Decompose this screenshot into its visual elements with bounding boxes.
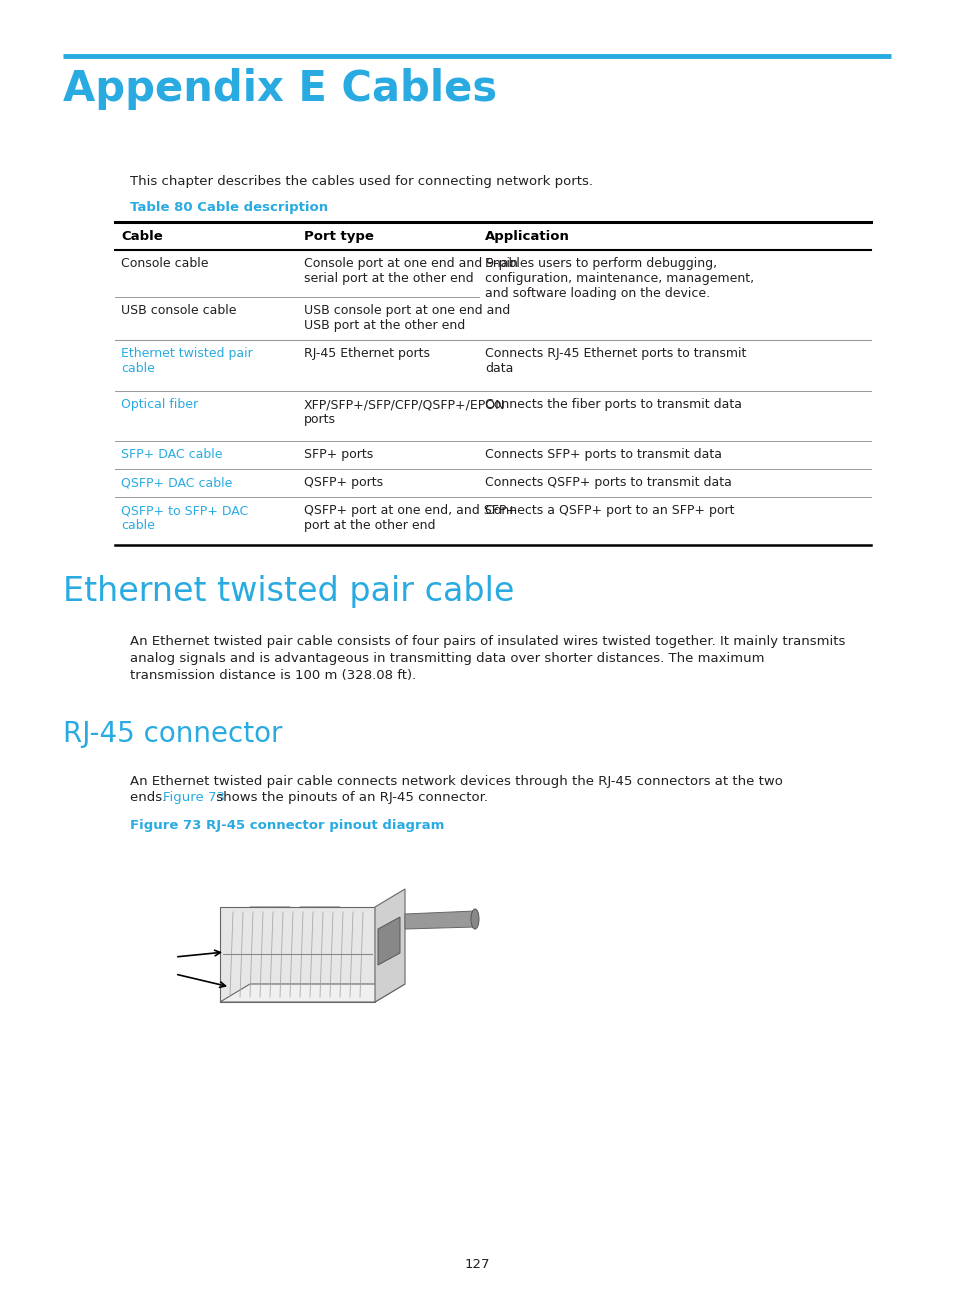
Text: USB console port at one end and
USB port at the other end: USB console port at one end and USB port… (304, 305, 510, 332)
Text: 127: 127 (464, 1258, 489, 1271)
Polygon shape (220, 907, 375, 1002)
Text: XFP/SFP+/SFP/CFP/QSFP+/EPON
ports: XFP/SFP+/SFP/CFP/QSFP+/EPON ports (304, 398, 505, 426)
Polygon shape (375, 889, 405, 1002)
Text: An Ethernet twisted pair cable connects network devices through the RJ-45 connec: An Ethernet twisted pair cable connects … (130, 775, 782, 788)
Text: Connects RJ-45 Ethernet ports to transmit
data: Connects RJ-45 Ethernet ports to transmi… (484, 347, 745, 375)
Polygon shape (377, 918, 399, 966)
Text: Figure 73 RJ-45 connector pinout diagram: Figure 73 RJ-45 connector pinout diagram (130, 819, 444, 832)
Ellipse shape (471, 908, 478, 929)
Text: QSFP+ DAC cable: QSFP+ DAC cable (121, 476, 233, 489)
Text: Enables users to perform debugging,
configuration, maintenance, management,
and : Enables users to perform debugging, conf… (484, 257, 753, 299)
Text: QSFP+ ports: QSFP+ ports (304, 476, 383, 489)
Text: Connects SFP+ ports to transmit data: Connects SFP+ ports to transmit data (484, 448, 721, 461)
Text: Ethernet twisted pair cable: Ethernet twisted pair cable (63, 575, 514, 608)
Text: Appendix E Cables: Appendix E Cables (63, 67, 497, 110)
Text: QSFP+ to SFP+ DAC
cable: QSFP+ to SFP+ DAC cable (121, 504, 248, 531)
Text: Console port at one end and 9-pin
serial port at the other end: Console port at one end and 9-pin serial… (304, 257, 517, 285)
Text: RJ-45 connector: RJ-45 connector (63, 721, 282, 748)
Text: Port type: Port type (304, 229, 374, 244)
Text: This chapter describes the cables used for connecting network ports.: This chapter describes the cables used f… (130, 175, 593, 188)
Text: Connects a QSFP+ port to an SFP+ port: Connects a QSFP+ port to an SFP+ port (484, 504, 734, 517)
Text: Connects QSFP+ ports to transmit data: Connects QSFP+ ports to transmit data (484, 476, 731, 489)
Text: Connects the fiber ports to transmit data: Connects the fiber ports to transmit dat… (484, 398, 741, 411)
Text: shows the pinouts of an RJ-45 connector.: shows the pinouts of an RJ-45 connector. (213, 791, 488, 804)
Polygon shape (220, 984, 405, 1002)
Text: QSFP+ port at one end, and SFP+
port at the other end: QSFP+ port at one end, and SFP+ port at … (304, 504, 517, 531)
Text: Table 80 Cable description: Table 80 Cable description (130, 201, 328, 214)
Text: SFP+ ports: SFP+ ports (304, 448, 373, 461)
Polygon shape (250, 907, 294, 942)
Polygon shape (297, 907, 339, 934)
Text: SFP+ DAC cable: SFP+ DAC cable (121, 448, 222, 461)
Text: Console cable: Console cable (121, 257, 209, 270)
Text: An Ethernet twisted pair cable consists of four pairs of insulated wires twisted: An Ethernet twisted pair cable consists … (130, 635, 844, 682)
Polygon shape (405, 911, 475, 929)
Text: Ethernet twisted pair
cable: Ethernet twisted pair cable (121, 347, 253, 375)
Text: USB console cable: USB console cable (121, 305, 236, 318)
Text: Cable: Cable (121, 229, 163, 244)
Text: Optical fiber: Optical fiber (121, 398, 198, 411)
Text: Figure 73: Figure 73 (163, 791, 225, 804)
Text: Application: Application (484, 229, 569, 244)
Text: RJ-45 Ethernet ports: RJ-45 Ethernet ports (304, 347, 430, 360)
Text: ends.: ends. (130, 791, 171, 804)
